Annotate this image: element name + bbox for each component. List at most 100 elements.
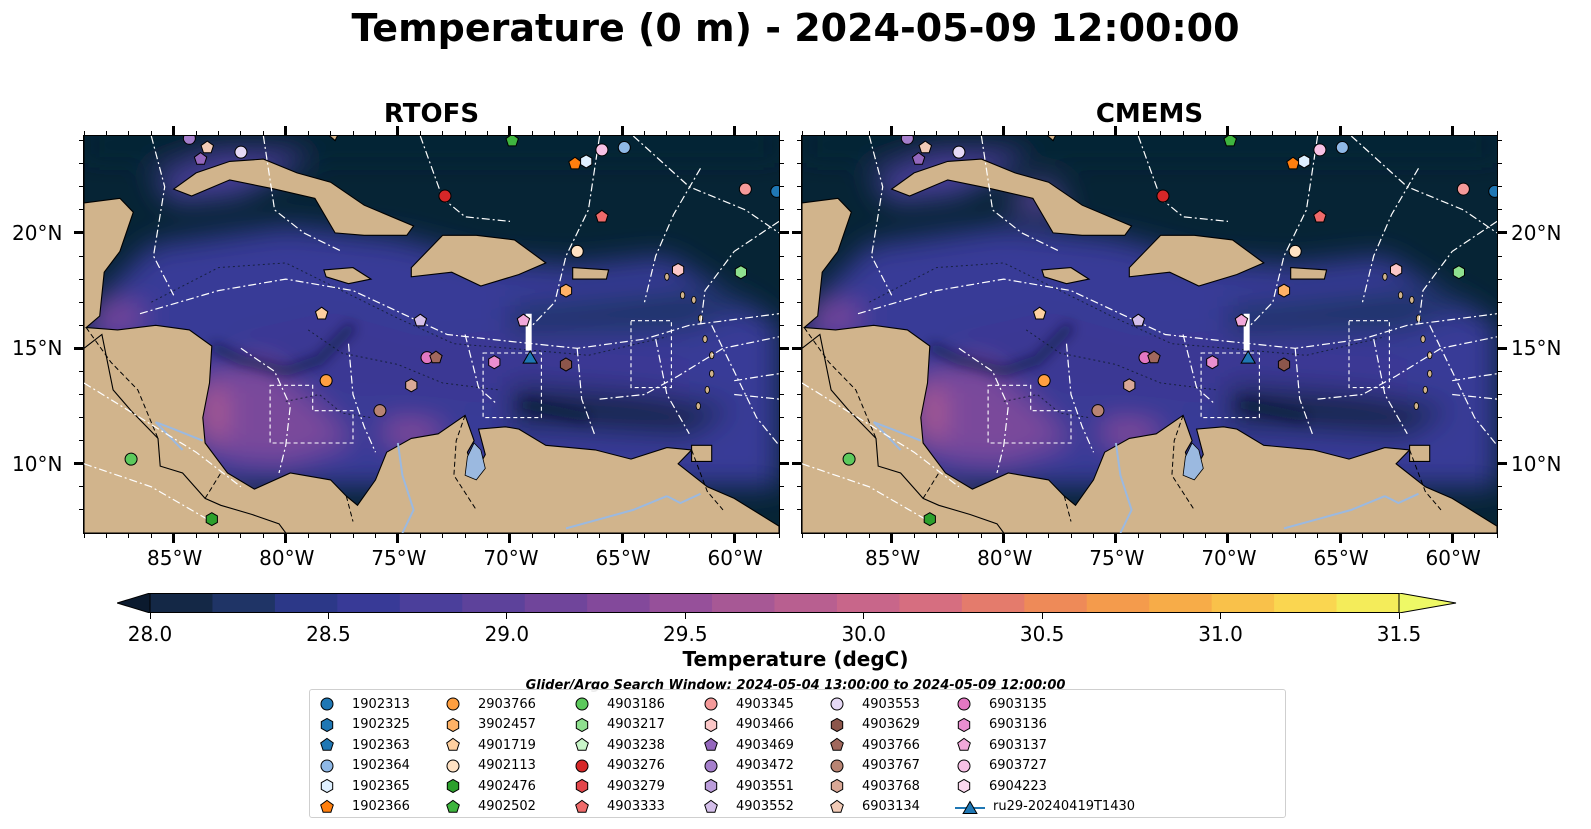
marker-6903134[interactable] <box>200 140 215 154</box>
lat-tick-right <box>780 140 784 142</box>
marker-4901719[interactable] <box>314 306 329 320</box>
marker-4903553[interactable] <box>234 145 248 159</box>
lon-tick <box>1294 534 1296 538</box>
marker-4903768[interactable] <box>405 378 418 393</box>
marker-4903469[interactable] <box>193 151 208 165</box>
lon-tick <box>83 534 85 538</box>
legend-marker-icon <box>320 717 334 732</box>
rtofs-map[interactable] <box>83 135 780 534</box>
marker-3902457[interactable] <box>1277 283 1291 298</box>
colorbar-tick-label: 31.5 <box>1376 622 1422 646</box>
marker-4903767[interactable] <box>1091 404 1105 418</box>
legend-marker-icon <box>830 737 844 751</box>
marker-4903217[interactable] <box>1452 265 1465 280</box>
legend-label: 4903472 <box>736 758 794 773</box>
legend-label: 4903768 <box>862 778 920 794</box>
marker-4902476[interactable] <box>923 512 936 527</box>
marker-1902365[interactable] <box>580 154 593 169</box>
lon-tick-top <box>823 131 825 135</box>
marker-4903217[interactable] <box>734 265 747 280</box>
lon-tick <box>1160 534 1162 538</box>
legend-item-4903553: 4903553 <box>828 694 920 714</box>
legend-item-4903768: 4903768 <box>828 776 920 796</box>
marker-4903186[interactable] <box>842 452 856 466</box>
marker-ru29-20240419T1430[interactable] <box>1240 350 1257 364</box>
lon-tick-top <box>150 131 152 135</box>
marker-4903766[interactable] <box>429 350 443 364</box>
marker-4902502[interactable] <box>1223 136 1237 147</box>
lon-tick-top <box>83 131 85 135</box>
marker-4903766[interactable] <box>1147 350 1161 364</box>
lat-tick-right <box>1498 509 1502 511</box>
marker-6903136[interactable] <box>1206 355 1219 370</box>
legend-item-2903766: 2903766 <box>444 694 536 714</box>
bathymetry-contours <box>151 262 668 419</box>
marker-4903552[interactable] <box>413 313 428 327</box>
marker-4903345[interactable] <box>1456 182 1470 196</box>
legend-label: 4902502 <box>478 799 536 814</box>
colorbar-segment <box>774 593 838 613</box>
float-markers <box>124 136 779 527</box>
marker-ru29-20240419T1430[interactable] <box>522 350 539 364</box>
marker-6903137[interactable] <box>516 313 531 327</box>
marker-6903134[interactable] <box>918 140 933 154</box>
marker-4903472[interactable] <box>182 136 196 145</box>
legend-marker-icon <box>575 697 589 711</box>
marker-1902365[interactable] <box>1298 154 1311 169</box>
marker-2903766[interactable] <box>1037 374 1051 388</box>
marker-4903276[interactable] <box>1156 189 1170 203</box>
legend-item-4903552: 4903552 <box>702 797 794 817</box>
marker-4903629[interactable] <box>1277 357 1291 372</box>
marker-4903186[interactable] <box>124 452 138 466</box>
marker-1902364[interactable] <box>617 141 631 155</box>
marker-4903276[interactable] <box>438 189 452 203</box>
float-markers <box>842 136 1497 527</box>
marker-4903472[interactable] <box>900 136 914 145</box>
lon-tick-top <box>1384 131 1386 135</box>
marker-1902364[interactable] <box>1335 141 1349 155</box>
marker-4902502[interactable] <box>505 136 519 147</box>
lat-tick-left <box>797 440 801 442</box>
marker-4902113[interactable] <box>1288 244 1302 258</box>
marker-4903333[interactable] <box>595 209 609 223</box>
legend-label: 4903238 <box>607 737 665 753</box>
marker-4903469[interactable] <box>911 151 926 165</box>
lon-tick-top <box>980 131 982 135</box>
marker-4903552[interactable] <box>1131 313 1146 327</box>
colorbar-tick-mark <box>1220 613 1222 619</box>
marker-1902366[interactable] <box>568 156 582 170</box>
marker-1902366[interactable] <box>1286 156 1300 170</box>
marker-1902313[interactable] <box>770 184 779 198</box>
marker-4901719[interactable] <box>1032 306 1047 320</box>
marker-6903727[interactable] <box>595 143 609 157</box>
marker-6903727[interactable] <box>1313 143 1327 157</box>
marker-4903768[interactable] <box>1123 378 1136 393</box>
marker-4903345[interactable] <box>738 182 752 196</box>
marker-2903766[interactable] <box>319 374 333 388</box>
marker-4903553[interactable] <box>952 145 966 159</box>
lat-tick-right <box>780 278 784 280</box>
lon-tick-top <box>576 131 578 135</box>
legend-item-4903279: 4903279 <box>573 776 665 796</box>
lat-tick-right <box>1498 278 1502 280</box>
colorbar-extend-high <box>1398 593 1457 613</box>
lon-label: 85°W <box>147 546 203 570</box>
lon-tick <box>330 534 332 538</box>
marker-1902313[interactable] <box>1488 184 1497 198</box>
lat-tick <box>79 301 83 303</box>
legend-marker-icon <box>575 737 589 751</box>
marker-4903466[interactable] <box>1390 262 1403 277</box>
lon-tick-top <box>508 126 512 135</box>
marker-4903466[interactable] <box>672 262 685 277</box>
legend-item-4903469: 4903469 <box>702 735 794 755</box>
cmems-map[interactable] <box>801 135 1498 534</box>
marker-6903136[interactable] <box>488 355 501 370</box>
marker-4903333[interactable] <box>1313 209 1327 223</box>
marker-3902457[interactable] <box>559 283 573 298</box>
marker-6903137[interactable] <box>1234 313 1249 327</box>
marker-4902113[interactable] <box>570 244 584 258</box>
marker-4903629[interactable] <box>559 357 573 372</box>
marker-4903767[interactable] <box>373 404 387 418</box>
marker-4902476[interactable] <box>205 512 218 527</box>
land-masses <box>84 136 779 533</box>
